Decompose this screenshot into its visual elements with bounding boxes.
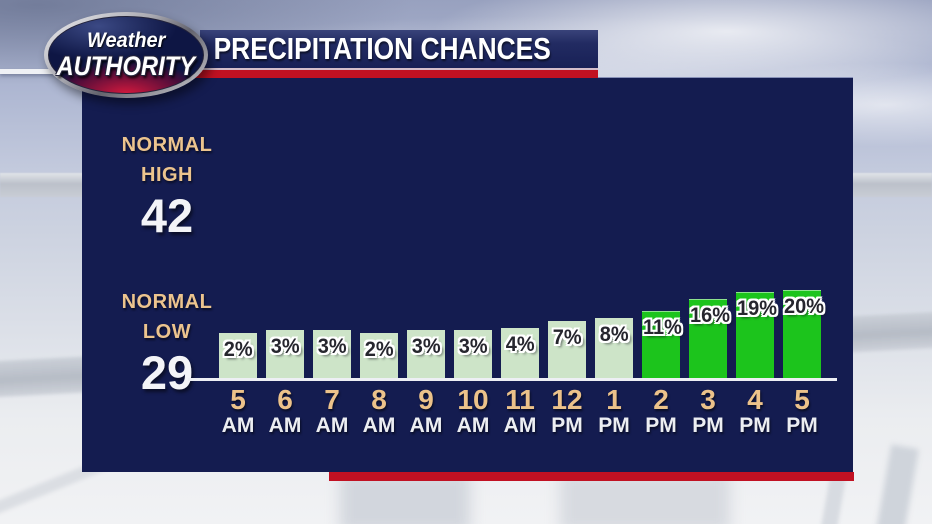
precip-bar: 19% [736,292,777,378]
x-axis-labels: 5 AM 6 AM 7 AM 8 AM 9 AM 10 AM 11 AM 12 PM 1 PM 2 PM 3 PM 4 PM 5… [219,384,821,438]
bar-value-label: 19% [737,297,777,320]
normal-high-value: 42 [140,189,194,242]
precip-bar: 3% [454,330,492,378]
hour-label: 6 [277,384,293,415]
bar-value-label: 3% [270,335,300,358]
meridiem-label: PM [786,414,818,437]
meridiem-label: AM [456,414,490,437]
hour-label: 9 [418,384,434,415]
title-accent-stripe [190,68,598,78]
hour-label: 1 [606,384,622,415]
hour-label: 2 [653,384,669,415]
x-axis-tick: 5 AM [219,384,257,438]
meridiem-label: PM [739,414,771,437]
x-axis-tick: 4 PM [736,384,774,438]
hour-label: 10 [457,384,489,415]
normal-low-label-line2: LOW [142,321,192,343]
weather-authority-logo: Weather AUTHORITY [44,12,208,98]
x-axis-tick: 7 AM [313,384,351,438]
page-title: PRECIPITATION CHANCES [213,31,551,66]
precip-bar: 2% [360,333,398,378]
bottom-accent-stripe [329,472,854,481]
x-axis-tick: 9 AM [407,384,445,438]
x-axis-tick: 6 AM [266,384,304,438]
normal-high-label: NORMAL HIGH [93,130,241,190]
meridiem-label: AM [221,414,255,437]
hour-label: 5 [230,384,246,415]
bar-value-label: 8% [599,323,629,346]
x-axis-tick: 1 PM [595,384,633,438]
normal-high-label-line2: HIGH [141,164,193,186]
normal-low-label: NORMAL LOW [93,287,241,347]
hour-label: 7 [324,384,340,415]
bar-value-label: 16% [690,304,730,327]
precip-bar: 16% [689,299,730,378]
chart-baseline [188,378,837,381]
meridiem-label: AM [409,414,443,437]
precip-bar: 3% [313,330,351,378]
normal-high-label-line1: NORMAL [121,134,213,156]
x-axis-tick: 3 PM [689,384,727,438]
meridiem-label: AM [503,414,537,437]
x-axis-tick: 12 PM [548,384,586,438]
precip-bar: 3% [266,330,304,378]
meridiem-label: AM [268,414,302,437]
hour-label: 8 [371,384,387,415]
precip-bar: 7% [548,321,586,378]
precip-bar: 3% [407,330,445,378]
normal-low-label-line1: NORMAL [121,291,213,313]
meridiem-label: AM [362,414,396,437]
x-axis-tick: 2 PM [642,384,680,438]
bar-value-label: 3% [317,335,347,358]
precip-bar: 4% [501,328,539,378]
x-axis-tick: 8 AM [360,384,398,438]
precip-bar: 2% [219,333,257,378]
meridiem-label: PM [551,414,583,437]
bar-value-label: 4% [505,333,535,356]
bar-value-label: 2% [364,338,394,361]
bar-value-label: 7% [552,326,582,349]
precip-bar: 8% [595,318,633,378]
normal-low-value: 29 [140,346,194,399]
bar-value-label: 11% [643,316,682,339]
precip-bar: 11% [642,311,682,378]
x-axis-tick: 10 AM [454,384,492,438]
hour-label: 4 [747,384,763,415]
hour-label: 11 [505,384,535,415]
logo-oval: Weather AUTHORITY [48,16,204,94]
bar-value-label: 20% [784,295,824,318]
bar-value-label: 3% [411,335,441,358]
chart-panel: NORMAL HIGH 42 NORMAL LOW 29 2% 3% 3% 2% 3% 3… [82,77,853,472]
logo-text-authority: AUTHORITY [56,51,196,81]
meridiem-label: AM [315,414,349,437]
meridiem-label: PM [598,414,630,437]
meridiem-label: PM [645,414,677,437]
normal-high-block: NORMAL HIGH 42 [93,130,241,241]
logo-text-weather: Weather [86,29,166,52]
x-axis-tick: 11 AM [501,384,539,438]
hour-label: 3 [700,384,716,415]
normal-low-block: NORMAL LOW 29 [93,287,241,398]
bar-chart: 2% 3% 3% 2% 3% 3% 4% 7% 8% 11% 16% 19% 20% [219,238,824,378]
title-bar: PRECIPITATION CHANCES [200,30,598,68]
meridiem-label: PM [692,414,724,437]
precip-bar: 20% [783,290,824,378]
bar-value-label: 3% [458,335,488,358]
hour-label: 5 [794,384,810,415]
hour-label: 12 [551,384,583,415]
x-axis-tick: 5 PM [783,384,821,438]
bar-value-label: 2% [223,338,253,361]
